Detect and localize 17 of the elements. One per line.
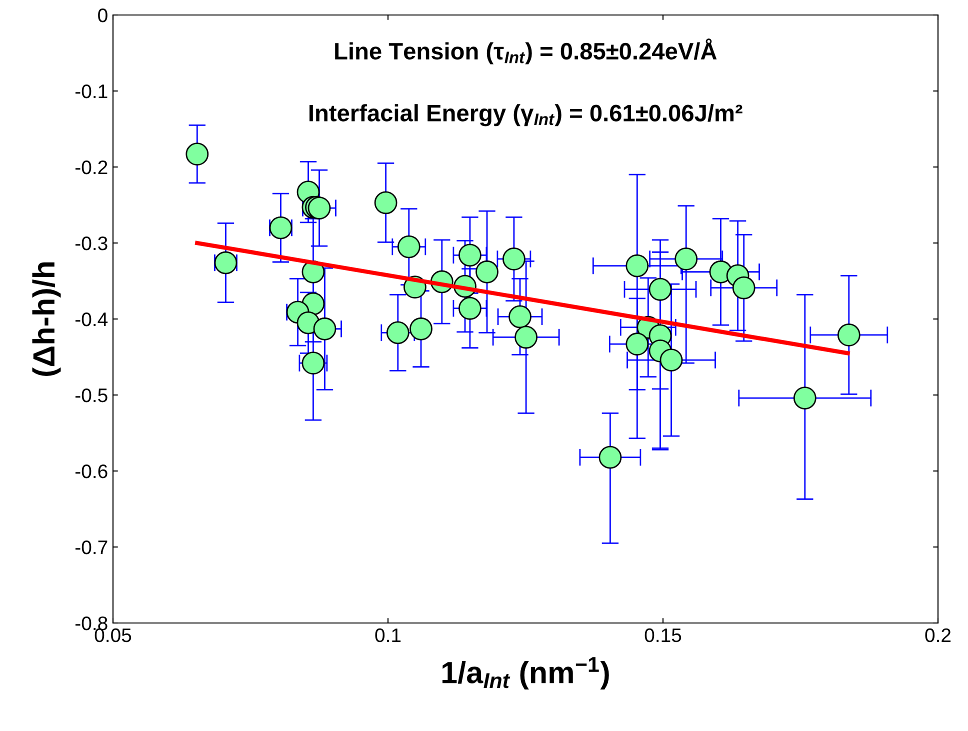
- x-tick-label: 0.1: [375, 628, 401, 642]
- annotation: Line Tension (τ$_{Int}$) = 0.85±0.24eV/Å: [335, 38, 717, 64]
- y-tick-label: -0.6: [76, 464, 108, 478]
- y-tick-label: -0.7: [76, 540, 108, 554]
- x-tick-label: 0.15: [644, 628, 682, 642]
- annotation: Interfacial Energy (γ$_{Int}$) = 0.61±0.06J/m²: [310, 104, 742, 126]
- y-axis-title: (Δh-h)/h: [32, 262, 61, 376]
- y-tick-label: -0.8: [76, 616, 108, 630]
- y-tick-label: -0.1: [76, 84, 108, 98]
- y-tick-label: 0: [98, 8, 108, 22]
- x-tick-label: 0.05: [94, 628, 132, 642]
- x-tick-label: 0.2: [925, 628, 951, 642]
- y-tick-label: -0.4: [76, 312, 108, 326]
- x-axis-title: 1/a$_{Int}$ (nm$^{−1}$): [442, 657, 609, 690]
- y-tick-label: -0.3: [76, 236, 108, 250]
- y-tick-label: -0.2: [76, 160, 108, 174]
- y-tick-label: -0.5: [76, 388, 108, 402]
